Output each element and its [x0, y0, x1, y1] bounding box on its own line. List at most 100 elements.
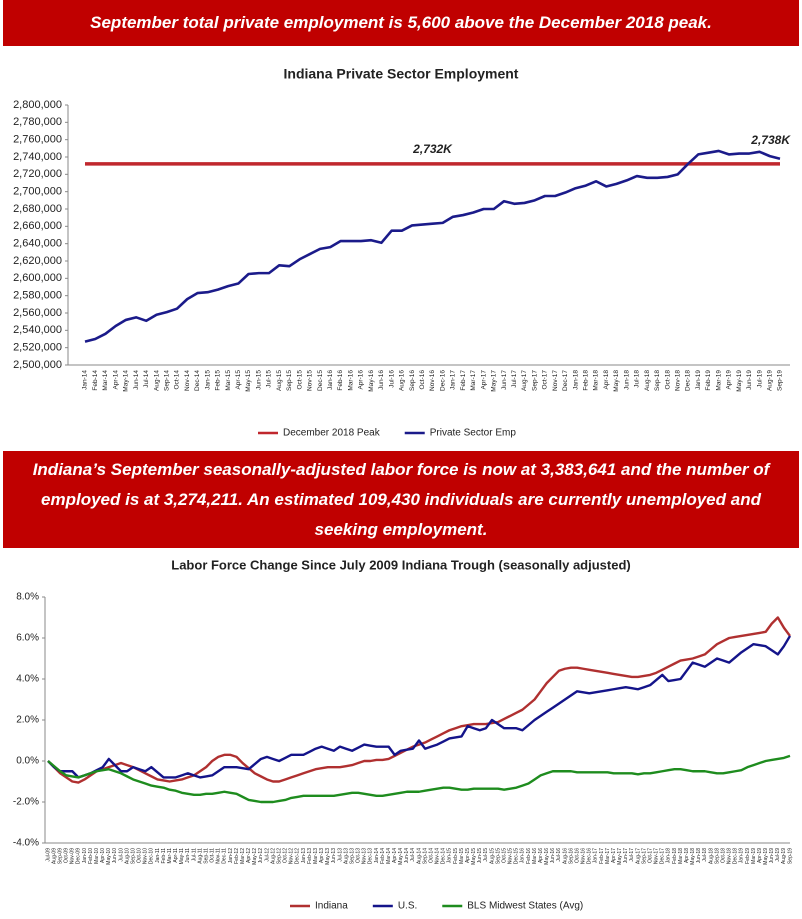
- x-tick-label: Jun-18: [696, 848, 702, 864]
- x-tick-label: Sep-19: [787, 848, 793, 864]
- y-tick-label: 2,580,000: [13, 290, 62, 302]
- x-tick-label: Feb-16: [526, 848, 532, 864]
- annotation: 2,738K: [750, 133, 791, 147]
- x-tick-label: Jul-15: [266, 370, 273, 388]
- x-tick-label: Nov-12: [289, 848, 295, 864]
- y-tick-label: 2,620,000: [13, 255, 62, 267]
- x-tick-label: Jun-17: [623, 848, 629, 864]
- x-tick-label: Apr-19: [726, 370, 733, 390]
- y-tick-label: 2,760,000: [13, 134, 62, 146]
- x-tick-label: Nov-09: [70, 848, 76, 864]
- legend-label: December 2018 Peak: [283, 428, 381, 439]
- x-tick-label: Aug-12: [270, 848, 276, 864]
- x-tick-label: Sep-18: [654, 370, 661, 391]
- x-tick-label: Mar-18: [593, 370, 600, 391]
- x-tick-label: Jan-19: [739, 848, 745, 864]
- legend-label: BLS Midwest States (Avg): [467, 901, 583, 912]
- x-tick-label: Jun-10: [112, 848, 118, 864]
- y-tick-label: 2,660,000: [13, 220, 62, 232]
- x-tick-label: Apr-14: [392, 848, 398, 863]
- y-tick-label: 2,800,000: [13, 99, 62, 111]
- x-tick-label: Jul-17: [629, 848, 635, 862]
- x-tick-label: Oct-18: [720, 848, 726, 863]
- x-tick-label: Jul-16: [556, 848, 562, 862]
- x-tick-label: Dec-11: [222, 848, 228, 864]
- x-tick-label: Feb-19: [745, 848, 751, 864]
- x-tick-label: Jun-19: [769, 848, 775, 864]
- y-tick-label: 2,540,000: [13, 324, 62, 336]
- x-tick-label: Sep-19: [777, 370, 784, 391]
- x-tick-label: Jan-11: [155, 848, 161, 863]
- y-tick-label: 2,780,000: [13, 116, 62, 128]
- x-tick-label: Sep-15: [495, 848, 501, 864]
- x-tick-label: Apr-12: [246, 848, 252, 863]
- x-tick-label: Aug-13: [343, 848, 349, 864]
- x-tick-label: Jun-14: [404, 848, 410, 864]
- x-tick-label: Jul-14: [143, 370, 150, 388]
- x-tick-label: Nov-15: [508, 848, 514, 864]
- x-tick-label: Dec-14: [441, 848, 447, 864]
- x-tick-label: Sep-13: [349, 848, 355, 864]
- x-tick-label: Jun-15: [477, 848, 483, 864]
- x-tick-label: Jul-19: [756, 370, 763, 388]
- x-tick-label: May-19: [736, 370, 743, 392]
- x-tick-label: Jan-15: [204, 370, 211, 390]
- x-tick-label: Apr-16: [358, 370, 365, 390]
- x-tick-label: Oct-16: [419, 370, 426, 390]
- x-tick-label: Nov-18: [675, 370, 682, 391]
- x-tick-label: Apr-14: [112, 370, 119, 390]
- x-tick-label: May-18: [690, 848, 696, 865]
- x-tick-label: Jan-14: [82, 370, 89, 390]
- x-tick-label: Mar-19: [751, 848, 757, 864]
- x-tick-label: Sep-18: [714, 848, 720, 864]
- x-tick-label: Aug-16: [562, 848, 568, 864]
- x-tick-label: Mar-18: [678, 848, 684, 864]
- x-tick-label: Jul-11: [191, 848, 197, 861]
- x-tick-label: Apr-16: [538, 848, 544, 863]
- x-tick-label: Nov-16: [429, 370, 436, 391]
- x-tick-label: Dec-16: [587, 848, 593, 864]
- x-tick-label: Mar-14: [102, 370, 109, 391]
- x-tick-label: Sep-14: [163, 370, 170, 391]
- x-tick-label: Jun-12: [258, 848, 264, 864]
- x-tick-label: Nov-15: [307, 370, 314, 391]
- reference-label: 2,732K: [412, 142, 453, 156]
- x-tick-label: Oct-15: [501, 848, 507, 863]
- x-tick-label: Jul-18: [634, 370, 641, 388]
- x-tick-label: Jan-17: [593, 848, 599, 864]
- x-tick-label: Aug-14: [153, 370, 160, 391]
- x-tick-label: Oct-15: [296, 370, 303, 390]
- x-tick-label: Dec-17: [660, 848, 666, 864]
- x-tick-label: Nov-14: [435, 848, 441, 864]
- y-tick-label: 8.0%: [16, 592, 39, 603]
- x-tick-label: Nov-13: [362, 848, 368, 864]
- x-tick-label: Jan-19: [695, 370, 702, 390]
- x-tick-label: Apr-15: [235, 370, 242, 390]
- x-tick-label: Jan-12: [228, 848, 234, 864]
- y-tick-label: 0.0%: [16, 756, 39, 767]
- x-tick-label: Feb-15: [453, 848, 459, 864]
- y-tick-label: 2,740,000: [13, 151, 62, 163]
- x-tick-label: Jan-13: [301, 848, 307, 864]
- x-tick-label: Dec-18: [685, 370, 692, 391]
- x-tick-label: May-19: [763, 848, 769, 865]
- x-tick-label: Sep-14: [422, 848, 428, 864]
- banner: September total private employment is 5,…: [3, 0, 799, 46]
- x-tick-label: Oct-09: [64, 848, 70, 863]
- x-tick-label: Oct-10: [137, 848, 143, 863]
- y-tick-label: 2,640,000: [13, 238, 62, 250]
- x-tick-label: Sep-10: [130, 848, 136, 864]
- x-tick-label: Jan-10: [82, 848, 88, 864]
- x-tick-label: May-16: [544, 848, 550, 865]
- x-tick-label: May-11: [179, 848, 185, 865]
- x-tick-label: Jan-16: [520, 848, 526, 864]
- x-tick-label: Apr-10: [100, 848, 106, 863]
- x-tick-label: Nov-16: [581, 848, 587, 864]
- x-tick-label: Feb-11: [161, 848, 167, 864]
- y-tick-label: 6.0%: [16, 633, 39, 644]
- x-tick-label: Jan-14: [374, 848, 380, 864]
- x-tick-label: Apr-15: [465, 848, 471, 863]
- x-tick-label: Nov-14: [184, 370, 191, 391]
- x-tick-label: Dec-16: [439, 370, 446, 391]
